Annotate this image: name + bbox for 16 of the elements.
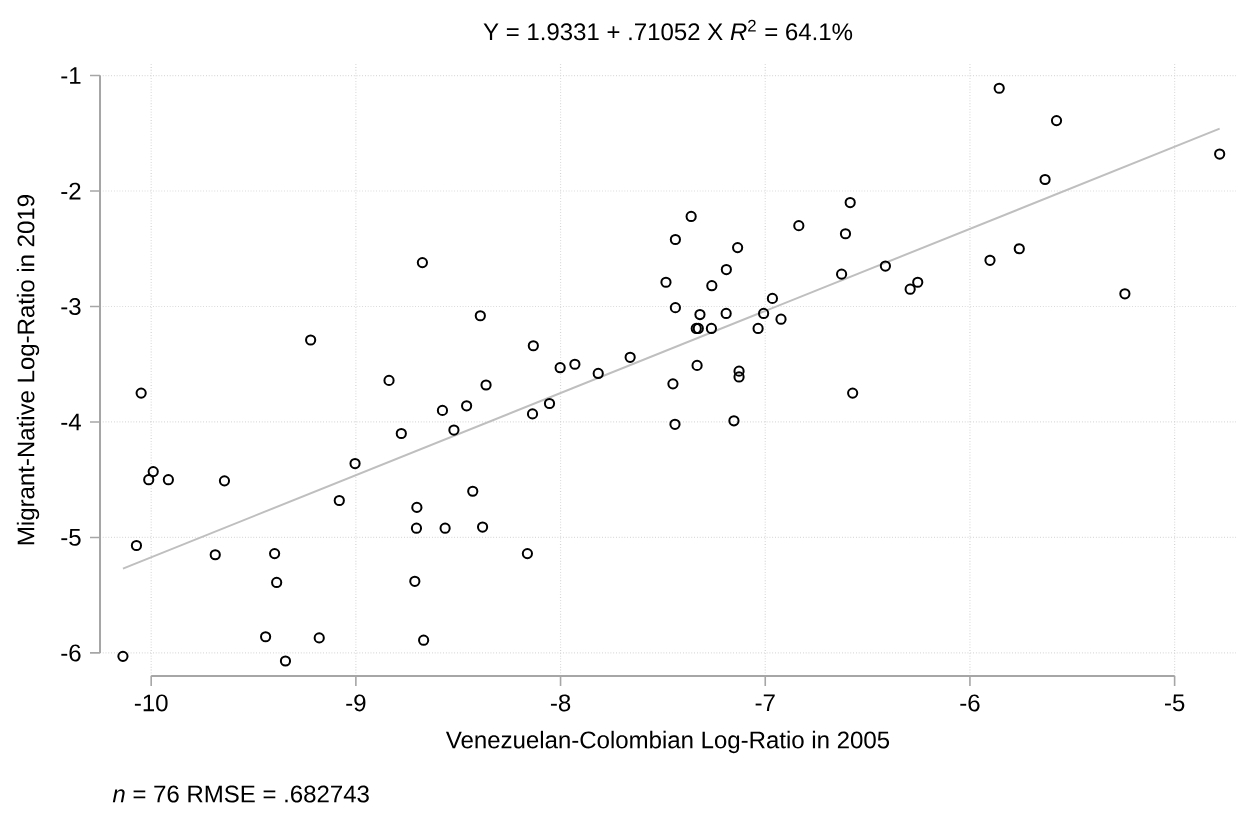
x-tick-label: -6 — [960, 694, 980, 712]
y-tick-label: -4 — [61, 413, 81, 431]
chart-title: Y = 1.9331 + .71052 X R$^{2}$ = 64.1% — [483, 19, 853, 41]
y-tick-label: -5 — [61, 529, 81, 546]
x-tick-label: -8 — [550, 694, 571, 712]
x-tick-label: -9 — [346, 694, 366, 712]
text: n = 76 RMSE = .682743 — [112, 785, 369, 803]
y-tick-label: -2 — [61, 182, 81, 200]
x-tick-label: -7 — [755, 694, 775, 711]
x-tick-label: -10 — [134, 694, 168, 712]
x-axis-title: Venezuelan-Colombian Log-Ratio in 2005 — [445, 730, 890, 754]
y-tick-label: -1 — [61, 67, 81, 84]
x-tick-label: -5 — [1165, 694, 1185, 712]
y-tick-label: -6 — [61, 644, 81, 662]
y-axis-title: Migrant-Native Log-Ratio in 2019 — [16, 195, 40, 545]
y-tick-label: -3 — [61, 298, 81, 315]
